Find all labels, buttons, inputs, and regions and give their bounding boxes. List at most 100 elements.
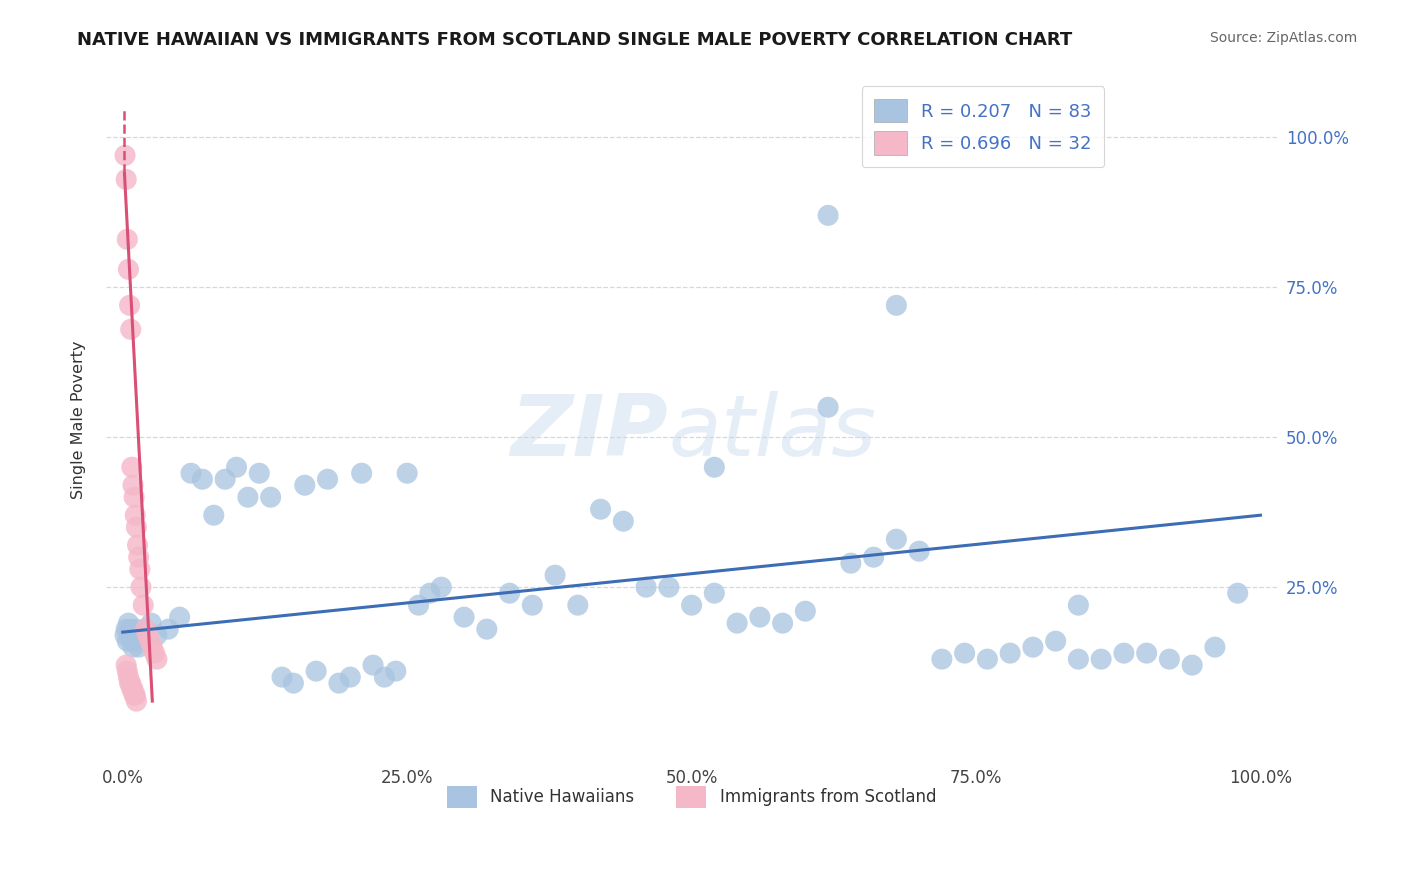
Point bbox=[115, 658, 138, 673]
Point bbox=[121, 460, 143, 475]
Point bbox=[1204, 640, 1226, 654]
Point bbox=[132, 634, 155, 648]
Point bbox=[522, 598, 544, 612]
Point bbox=[141, 616, 163, 631]
Point bbox=[886, 532, 908, 546]
Point bbox=[931, 652, 953, 666]
Point bbox=[136, 628, 159, 642]
Point bbox=[328, 676, 350, 690]
Point bbox=[748, 610, 770, 624]
Point bbox=[408, 598, 430, 612]
Point bbox=[120, 322, 142, 336]
Point bbox=[1090, 652, 1112, 666]
Point bbox=[908, 544, 931, 558]
Point bbox=[124, 634, 146, 648]
Point bbox=[214, 472, 236, 486]
Point bbox=[122, 640, 145, 654]
Point bbox=[305, 664, 328, 678]
Point bbox=[1022, 640, 1045, 654]
Point bbox=[373, 670, 395, 684]
Legend: Native Hawaiians, Immigrants from Scotland: Native Hawaiians, Immigrants from Scotla… bbox=[440, 780, 943, 814]
Point bbox=[122, 628, 145, 642]
Point bbox=[128, 640, 150, 654]
Point bbox=[114, 628, 136, 642]
Point bbox=[271, 670, 294, 684]
Point bbox=[886, 298, 908, 312]
Point bbox=[636, 580, 658, 594]
Point bbox=[976, 652, 998, 666]
Text: Source: ZipAtlas.com: Source: ZipAtlas.com bbox=[1209, 31, 1357, 45]
Point bbox=[361, 658, 384, 673]
Point bbox=[202, 508, 225, 523]
Point bbox=[817, 208, 839, 222]
Point bbox=[612, 514, 634, 528]
Point bbox=[127, 538, 149, 552]
Point bbox=[259, 490, 281, 504]
Text: NATIVE HAWAIIAN VS IMMIGRANTS FROM SCOTLAND SINGLE MALE POVERTY CORRELATION CHAR: NATIVE HAWAIIAN VS IMMIGRANTS FROM SCOTL… bbox=[77, 31, 1073, 49]
Point bbox=[817, 401, 839, 415]
Point bbox=[124, 508, 146, 523]
Point bbox=[117, 634, 139, 648]
Point bbox=[118, 298, 141, 312]
Point bbox=[128, 562, 150, 576]
Point bbox=[294, 478, 316, 492]
Point bbox=[125, 622, 148, 636]
Text: ZIP: ZIP bbox=[510, 392, 668, 475]
Point bbox=[124, 688, 146, 702]
Point bbox=[128, 550, 150, 565]
Point bbox=[134, 622, 156, 636]
Point bbox=[143, 646, 166, 660]
Point bbox=[129, 580, 152, 594]
Point bbox=[134, 622, 156, 636]
Point bbox=[157, 622, 180, 636]
Point bbox=[236, 490, 259, 504]
Point bbox=[117, 670, 139, 684]
Point bbox=[122, 682, 145, 697]
Point bbox=[862, 550, 884, 565]
Point bbox=[725, 616, 748, 631]
Point bbox=[589, 502, 612, 516]
Point bbox=[385, 664, 408, 678]
Point bbox=[247, 467, 270, 481]
Point bbox=[141, 640, 163, 654]
Point bbox=[146, 652, 169, 666]
Point bbox=[1226, 586, 1249, 600]
Point bbox=[681, 598, 703, 612]
Point bbox=[146, 628, 169, 642]
Point bbox=[169, 610, 191, 624]
Point bbox=[121, 634, 143, 648]
Point bbox=[839, 556, 862, 570]
Point bbox=[350, 467, 373, 481]
Point bbox=[125, 520, 148, 534]
Point bbox=[191, 472, 214, 486]
Point bbox=[1045, 634, 1067, 648]
Point bbox=[1159, 652, 1181, 666]
Point bbox=[316, 472, 339, 486]
Point bbox=[419, 586, 441, 600]
Point bbox=[658, 580, 681, 594]
Point bbox=[118, 676, 141, 690]
Point bbox=[114, 148, 136, 162]
Point bbox=[1136, 646, 1159, 660]
Point bbox=[117, 664, 139, 678]
Point bbox=[339, 670, 361, 684]
Point bbox=[115, 172, 138, 186]
Point bbox=[1067, 598, 1090, 612]
Point bbox=[794, 604, 817, 618]
Point bbox=[120, 676, 142, 690]
Point bbox=[121, 682, 143, 697]
Point bbox=[122, 490, 145, 504]
Point bbox=[117, 262, 139, 277]
Point bbox=[115, 622, 138, 636]
Point bbox=[453, 610, 475, 624]
Point bbox=[475, 622, 498, 636]
Point bbox=[1067, 652, 1090, 666]
Point bbox=[132, 598, 155, 612]
Y-axis label: Single Male Poverty: Single Male Poverty bbox=[72, 340, 86, 499]
Point bbox=[118, 628, 141, 642]
Point bbox=[1112, 646, 1135, 660]
Point bbox=[117, 232, 139, 246]
Point bbox=[180, 467, 202, 481]
Point bbox=[953, 646, 976, 660]
Point bbox=[283, 676, 305, 690]
